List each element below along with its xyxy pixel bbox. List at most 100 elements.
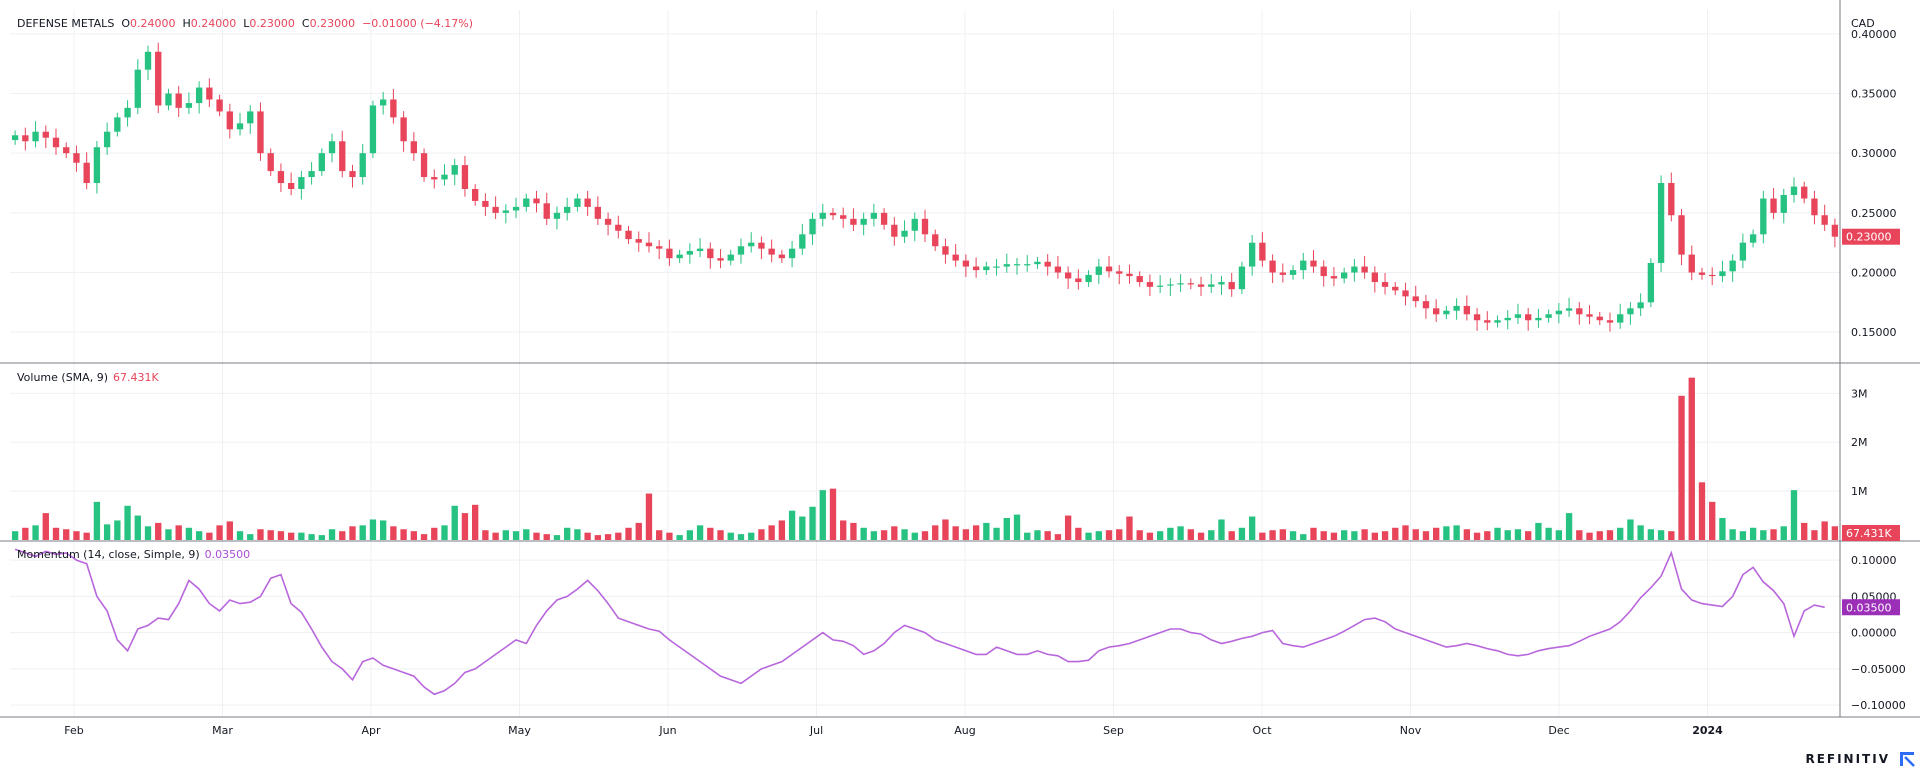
candle-body [932,234,939,247]
candle-body [676,254,683,259]
candle-body [1698,272,1706,275]
price-legend: DEFENSE METALS O0.24000 H0.24000 L0.2300… [17,17,473,30]
candle-body [175,93,182,108]
candle-body [1719,271,1726,277]
candle-body [124,107,131,118]
candle-body [1146,282,1154,287]
volume-bar [564,527,571,540]
candle-body [901,230,908,237]
volume-bar [717,530,724,540]
volume-bar [1187,529,1194,540]
volume-bar [1688,377,1695,540]
last-volume-label-bg [1842,525,1900,541]
candle-body [1085,274,1092,283]
candle-body [83,162,90,184]
price-tick-label: 0.20000 [1851,267,1897,280]
volume-bar [1269,530,1276,540]
candle-body [1289,270,1297,275]
volume-bar [195,531,203,540]
candle-body [247,111,254,124]
candle-body [410,141,417,154]
volume-legend: Volume (SMA, 9) 67.431K [17,371,159,384]
candle-body [1831,224,1839,237]
volume-bar [696,525,704,540]
candle-body [1770,198,1777,213]
volume-bar [799,516,806,540]
volume-bar [1310,527,1317,540]
candle-body [492,206,499,213]
candle-body [1473,314,1481,321]
volume-bar [1668,531,1675,540]
x-tick-label: Sep [1103,724,1124,737]
volume-bar [686,530,694,540]
candle-body [727,254,734,261]
volume-bar [860,527,867,540]
volume-bar [175,525,182,540]
volume-bar [502,530,510,540]
candle-body [1218,282,1225,285]
volume-bar [788,510,796,540]
candle-body [277,171,285,184]
candle-body [216,99,223,112]
last-momentum-label: 0.03500 [1846,601,1892,614]
symbol-name: DEFENSE METALS [17,17,115,30]
candle-body [22,135,29,142]
volume-bar [359,525,366,540]
candle-body [1760,198,1767,235]
candle-body [1167,284,1174,286]
last-price-label: 0.23000 [1846,231,1892,244]
volume-bar [1657,530,1665,540]
volume-bar [400,529,407,540]
candle-body [1310,260,1317,267]
candle-body [840,215,847,219]
candle-body [359,153,366,178]
candle-body [1105,266,1113,272]
candle-body [1095,266,1102,275]
candle-body [1545,314,1552,318]
candle-body [461,165,469,189]
last-price-label-bg [1842,228,1900,245]
candle-body [1617,314,1624,323]
low-value: 0.23000 [249,17,295,30]
candle-body [809,218,816,235]
volume-bar [921,531,929,540]
volume-bar [1085,532,1092,540]
candle-body [144,51,152,70]
candle-body [523,198,530,207]
volume-bar [42,513,49,540]
candle-body [1126,273,1133,277]
volume-bar [1709,501,1716,540]
price-tick-label: 0.15000 [1851,326,1897,339]
volume-bar [1514,529,1522,540]
candle-body [1197,284,1205,287]
volume-bar [1126,516,1133,540]
candle-body [32,131,39,142]
candle-body [707,248,714,259]
volume-bar [11,531,19,540]
x-tick-label: Jul [809,724,823,737]
volume-bar [185,527,193,540]
candle-body [134,69,141,108]
brand-logo[interactable]: REFINITIV [1805,752,1890,766]
candle-body [298,177,305,189]
volume-bar [1443,526,1450,540]
candle-body [1024,264,1031,266]
candle-body [1678,215,1685,255]
candle-body [1790,186,1798,195]
volume-tick-label: 2M [1851,436,1868,449]
volume-bar [1279,529,1286,540]
x-tick-label: Jun [658,724,676,737]
candle-body [420,153,428,178]
candle-body [482,200,489,207]
candle-body [308,171,315,178]
volume-bar [63,529,70,540]
momentum-line [14,548,1825,696]
candle-body [206,87,213,100]
candle-body [1433,308,1440,315]
volume-bar [451,505,458,540]
volume-bar [1075,527,1082,540]
candle-body [1013,264,1021,266]
brand-icon [1900,752,1915,767]
candle-body [195,87,203,104]
